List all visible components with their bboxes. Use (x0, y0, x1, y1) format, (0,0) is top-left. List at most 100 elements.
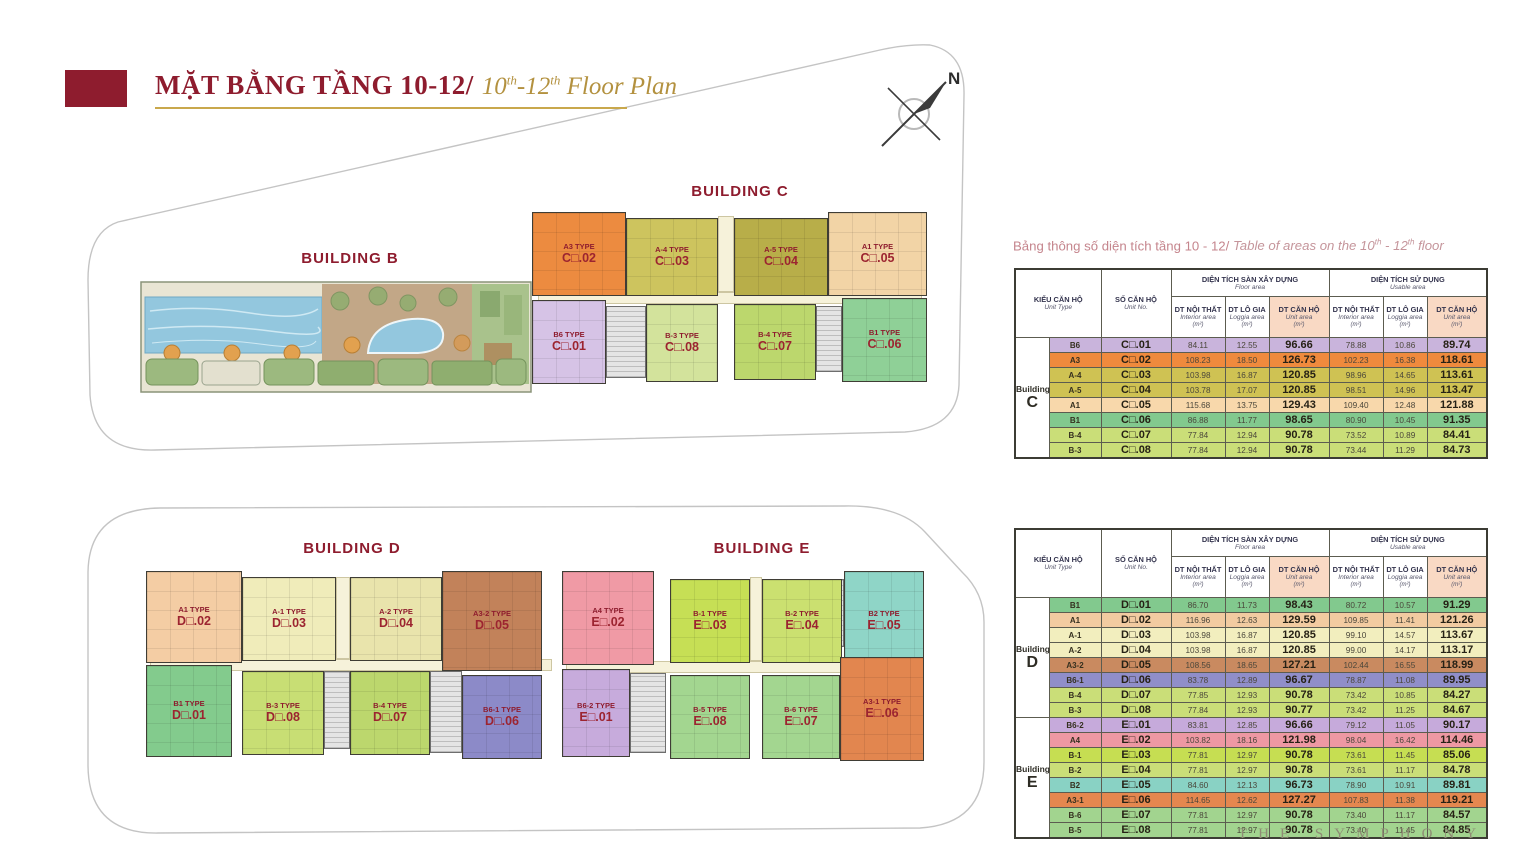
header-loggia: DT LÔ GIA Loggia area (m²) (1382, 556, 1428, 598)
building-e-label: BUILDING E (713, 540, 811, 557)
floor-unit-cell: 129.59 (1268, 612, 1330, 628)
usable-loggia-cell: 10.89 (1382, 427, 1428, 443)
unit-number-label: E□.06 (865, 706, 899, 720)
unit-type-cell: B-2 (1048, 762, 1102, 778)
table-row: B-4 D□.07 77.85 12.93 90.78 73.42 10.85 84.27 (1015, 687, 1488, 703)
header-unit-no: SỐ CĂN HỘ Unit No. (1100, 528, 1172, 598)
page-title-vietnamese: MẶT BẰNG TẦNG 10-12/ (155, 70, 474, 100)
floor-loggia-cell: 12.62 (1224, 792, 1270, 808)
unit-type-cell: B1 (1048, 412, 1102, 428)
unit-no-cell: E□.03 (1100, 747, 1172, 763)
floor-loggia-cell: 12.94 (1224, 442, 1270, 459)
unit-no-cell: C□.05 (1100, 397, 1172, 413)
floor-interior-cell: 83.81 (1170, 717, 1226, 733)
unit-no-cell: E□.05 (1100, 777, 1172, 793)
table-row: Building D B1 D□.01 86.70 11.73 98.43 80.72 10.5… (1014, 597, 1488, 718)
floor-loggia-cell: 12.13 (1224, 777, 1270, 793)
usable-interior-cell: 80.72 (1328, 597, 1384, 613)
unit-block: B1 TYPE D□.01 (146, 665, 232, 757)
usable-interior-cell: 73.42 (1328, 687, 1384, 703)
unit-block: A-2 TYPE D□.04 (350, 577, 442, 661)
floor-unit-cell: 98.43 (1268, 597, 1330, 613)
floor-unit-cell: 120.85 (1268, 367, 1330, 383)
unit-number-label: C□.03 (655, 254, 689, 268)
unit-block: B-4 TYPE D□.07 (350, 671, 430, 755)
unit-type-label: A3-2 TYPE (473, 609, 511, 618)
usable-loggia-cell: 11.45 (1382, 822, 1428, 839)
usable-interior-cell: 109.85 (1328, 612, 1384, 628)
usable-loggia-cell: 11.45 (1382, 747, 1428, 763)
usable-loggia-cell: 11.41 (1382, 612, 1428, 628)
unit-no-cell: D□.01 (1100, 597, 1172, 613)
usable-unit-cell: 84.73 (1426, 442, 1488, 459)
area-table-building-d-e: KIỂU CĂN HỘ Unit Type SỐ CĂN HỘ Unit No. D… (1014, 528, 1489, 839)
unit-block: A-5 TYPE C□.04 (734, 218, 828, 296)
table-row: B6-1 D□.06 83.78 12.89 96.67 78.87 11.08 89.95 (1015, 672, 1488, 688)
usable-loggia-cell: 16.38 (1382, 352, 1428, 368)
stair-core (630, 673, 666, 753)
usable-interior-cell: 78.87 (1328, 672, 1384, 688)
floor-loggia-cell: 12.93 (1224, 687, 1270, 703)
unit-type-cell: B-3 (1048, 702, 1102, 718)
floor-interior-cell: 103.98 (1170, 642, 1226, 658)
unit-number-label: C□.05 (860, 251, 895, 265)
header-floor-area: DIỆN TÍCH SÀN XÂY DỰNG Floor area (1170, 528, 1330, 557)
south-hedges (145, 358, 527, 386)
floor-loggia-cell: 11.77 (1224, 412, 1270, 428)
deck-trees (330, 286, 471, 352)
unit-type-label: B-3 TYPE (266, 701, 300, 710)
floor-loggia-cell: 12.97 (1224, 822, 1270, 839)
usable-unit-cell: 121.88 (1426, 397, 1488, 413)
usable-interior-cell: 79.12 (1328, 717, 1384, 733)
table-row: A3 C□.02 108.23 18.50 126.73 102.23 16.38 118.6… (1015, 352, 1488, 368)
header-unit-area: DT CĂN HỘ Unit area (m²) (1426, 556, 1488, 598)
usable-loggia-cell: 10.45 (1382, 412, 1428, 428)
stair-core (606, 306, 646, 378)
floor-loggia-cell: 18.16 (1224, 732, 1270, 748)
unit-type-label: A1 TYPE (178, 605, 210, 614)
unit-no-cell: D□.07 (1100, 687, 1172, 703)
floor-loggia-cell: 12.93 (1224, 702, 1270, 718)
unit-number-label: E□.02 (591, 615, 625, 629)
usable-unit-cell: 85.06 (1426, 747, 1488, 763)
unit-no-cell: D□.06 (1100, 672, 1172, 688)
floor-interior-cell: 77.81 (1170, 822, 1226, 839)
unit-type-cell: B6-1 (1048, 672, 1102, 688)
header-loggia: DT LÔ GIA Loggia area (m²) (1382, 296, 1428, 338)
table-row: B-1 E□.03 77.81 12.97 90.78 73.61 11.45 85.06 (1015, 747, 1488, 763)
unit-number-label: D□.02 (177, 614, 211, 628)
usable-unit-cell: 84.41 (1426, 427, 1488, 443)
floor-unit-cell: 96.66 (1268, 717, 1330, 733)
floor-unit-cell: 98.65 (1268, 412, 1330, 428)
usable-loggia-cell: 14.96 (1382, 382, 1428, 398)
floor-interior-cell: 84.11 (1170, 337, 1226, 353)
header-usable-area: DIỆN TÍCH SỬ DỤNG Usable area (1328, 528, 1488, 557)
floor-loggia-cell: 16.87 (1224, 642, 1270, 658)
unit-block: B6-1 TYPE D□.06 (462, 675, 542, 759)
floor-loggia-cell: 16.87 (1224, 627, 1270, 643)
building-b-label: BUILDING B (301, 250, 399, 267)
unit-no-cell: E□.04 (1100, 762, 1172, 778)
usable-unit-cell: 89.74 (1426, 337, 1488, 353)
unit-number-label: C□.08 (665, 340, 699, 354)
usable-loggia-cell: 11.38 (1382, 792, 1428, 808)
usable-unit-cell: 89.81 (1426, 777, 1488, 793)
unit-type-cell: B-5 (1048, 822, 1102, 839)
unit-number-label: C□.06 (867, 337, 902, 351)
floor-loggia-cell: 16.87 (1224, 367, 1270, 383)
floor-interior-cell: 77.84 (1170, 442, 1226, 459)
floor-unit-cell: 120.85 (1268, 382, 1330, 398)
usable-interior-cell: 78.90 (1328, 777, 1384, 793)
floor-unit-cell: 126.73 (1268, 352, 1330, 368)
unit-type-cell: B-3 (1048, 442, 1102, 459)
unit-no-cell: C□.06 (1100, 412, 1172, 428)
unit-block: B1 TYPE C□.06 (842, 298, 927, 382)
unit-no-cell: D□.02 (1100, 612, 1172, 628)
unit-number-label: D□.03 (272, 616, 306, 630)
lift-lobby (718, 216, 734, 292)
usable-interior-cell: 73.42 (1328, 702, 1384, 718)
unit-number-label: C□.01 (552, 339, 586, 353)
floor-interior-cell: 115.68 (1170, 397, 1226, 413)
table-row: A3-1 E□.06 114.65 12.62 127.27 107.83 11.38 119… (1015, 792, 1488, 808)
unit-block: B-4 TYPE C□.07 (734, 304, 816, 380)
